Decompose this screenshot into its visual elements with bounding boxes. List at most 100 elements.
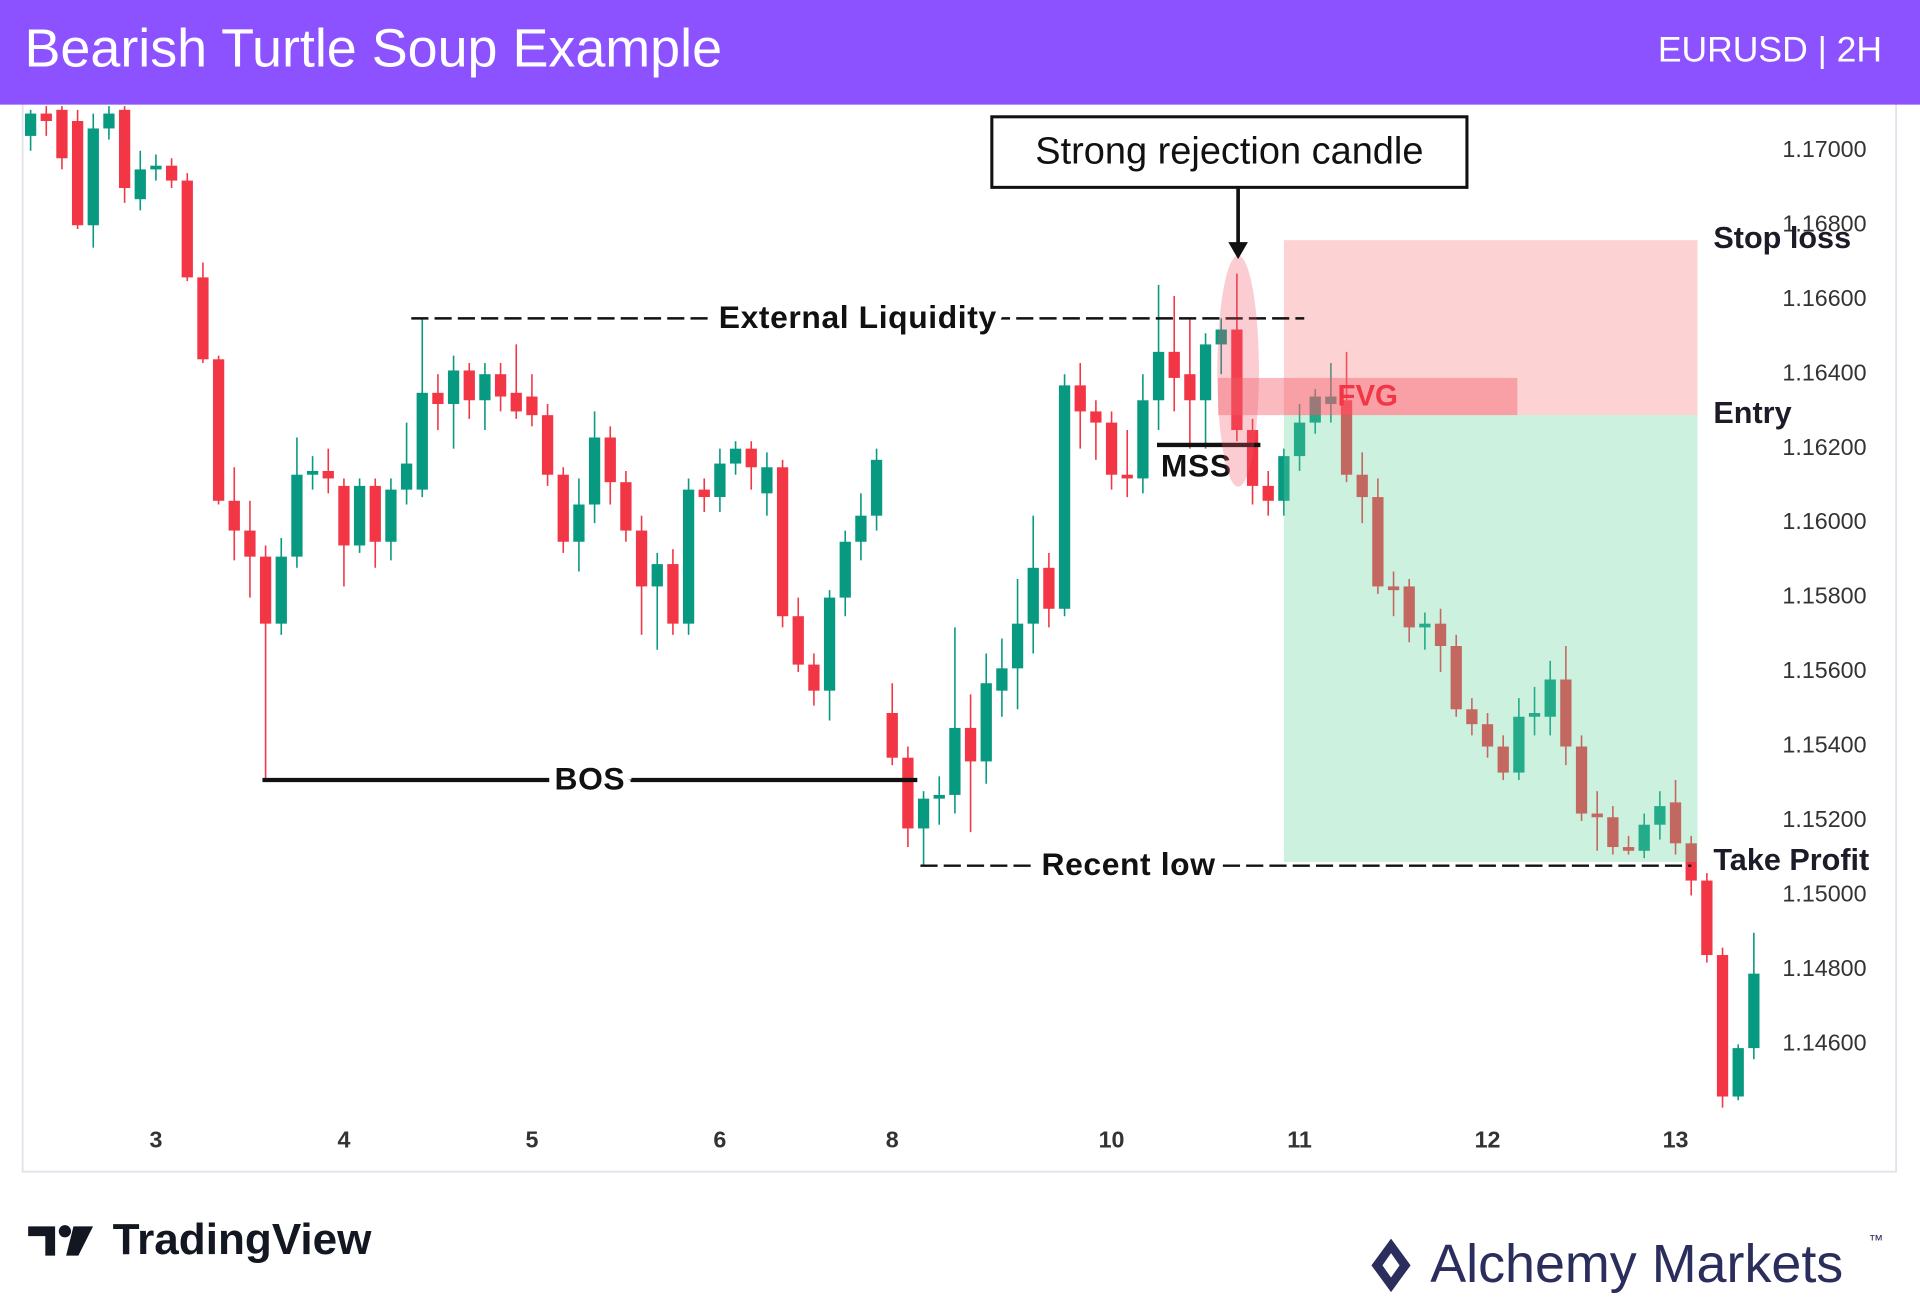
candle-body <box>761 467 773 494</box>
candle-body <box>40 113 52 122</box>
candle-body <box>1215 329 1227 345</box>
logo-mark <box>66 1226 94 1256</box>
candle-body <box>1419 623 1431 628</box>
candle-body <box>1513 716 1525 773</box>
candle-body <box>604 437 616 483</box>
candle-body <box>1325 396 1337 404</box>
x-tick-label: 8 <box>886 1126 899 1152</box>
header-bar <box>0 0 1920 105</box>
y-tick-label: 1.15200 <box>1782 806 1866 832</box>
candle-body <box>479 374 491 401</box>
candle-body <box>651 564 663 587</box>
candle-body <box>87 128 99 226</box>
candle-body <box>729 448 742 464</box>
logo-mark <box>28 1226 56 1256</box>
candle-body <box>134 169 146 200</box>
y-tick-label: 1.16600 <box>1782 285 1866 311</box>
candle-body <box>1199 344 1212 401</box>
candle-body <box>416 392 428 490</box>
candle-body <box>353 485 366 546</box>
y-tick-label: 1.15800 <box>1782 583 1866 609</box>
candle-body <box>510 392 522 412</box>
candle-body <box>996 668 1008 691</box>
y-tick-label: 1.14600 <box>1782 1030 1866 1056</box>
candle-body <box>1716 955 1729 1097</box>
candle-body <box>1403 586 1415 628</box>
candle-body <box>1685 843 1697 881</box>
candle-body <box>1074 385 1086 412</box>
header-title: Bearish Turtle Soup Example <box>24 19 722 79</box>
y-tick-label: 1.16000 <box>1782 508 1866 534</box>
logo-mark <box>58 1225 72 1238</box>
fvg-label: FVG <box>1338 380 1398 413</box>
candle-body <box>1184 374 1196 401</box>
candle-body <box>1011 623 1024 669</box>
candle-body <box>1638 824 1650 851</box>
candle-body <box>1168 351 1180 378</box>
alchemy-logo: Alchemy Markets ™ <box>1371 1233 1883 1294</box>
candle-body <box>870 459 883 516</box>
candle-body <box>541 415 554 475</box>
candle-body <box>1622 847 1635 851</box>
candle-body <box>447 370 460 404</box>
candle-body <box>275 556 287 624</box>
x-tick-label: 13 <box>1663 1126 1689 1152</box>
candle-body <box>291 474 303 557</box>
y-tick-label: 1.16800 <box>1782 210 1866 236</box>
candle-body <box>635 530 648 587</box>
y-tick-label: 1.17000 <box>1782 136 1866 162</box>
candle-body <box>165 165 178 181</box>
trade-label: Stop loss <box>1713 221 1851 255</box>
candle-body <box>823 597 836 691</box>
trademark: ™ <box>1869 1233 1884 1249</box>
candle-body <box>1748 973 1760 1049</box>
candle-body <box>1497 746 1509 773</box>
candle-body <box>588 437 601 505</box>
candle-body <box>698 489 710 498</box>
candle-body <box>1528 713 1541 717</box>
y-tick-label: 1.16200 <box>1782 434 1866 460</box>
take-profit-zone <box>1283 415 1698 862</box>
y-tick-label: 1.16400 <box>1782 359 1866 385</box>
candle-body <box>1669 802 1682 844</box>
rejection-highlight <box>1217 255 1259 487</box>
level-label: External Liquidity <box>719 299 997 335</box>
candle-body <box>463 370 475 401</box>
candle-body <box>1387 586 1400 591</box>
candle-body <box>1560 679 1572 747</box>
candle-body <box>1481 724 1494 747</box>
candle-body <box>338 485 350 546</box>
candle-body <box>24 113 37 136</box>
candle-body <box>886 713 898 758</box>
x-tick-label: 4 <box>337 1126 350 1152</box>
trade-label: Entry <box>1713 396 1791 430</box>
y-tick-label: 1.15400 <box>1782 732 1866 758</box>
y-tick-label: 1.15600 <box>1782 657 1866 683</box>
x-tick-label: 3 <box>149 1126 162 1152</box>
candle-body <box>1607 817 1619 848</box>
candle-body <box>1293 422 1306 457</box>
candle-body <box>385 489 397 542</box>
candle-body <box>1575 746 1588 814</box>
callout-arrowhead <box>1228 242 1248 260</box>
candle-body <box>1372 497 1384 587</box>
candle-body <box>917 798 930 829</box>
candle-body <box>902 757 914 829</box>
candle-body <box>1246 430 1259 486</box>
candle-body <box>71 121 84 226</box>
candle-body <box>244 530 256 557</box>
candle-body <box>1278 456 1290 501</box>
y-tick-label: 1.14800 <box>1782 955 1866 981</box>
candle-body <box>949 727 961 795</box>
candle-body <box>1591 813 1603 818</box>
candle-body <box>682 489 695 624</box>
annotations: 1.17000 1.16800 1.16600 1.16400 1.16200 1.160… <box>149 115 1869 1152</box>
candle-body <box>306 471 319 475</box>
candle-body <box>526 396 538 416</box>
candle-body <box>432 392 444 404</box>
candle-body <box>1654 806 1666 825</box>
x-tick-label: 11 <box>1287 1126 1312 1152</box>
candle-body <box>714 463 726 498</box>
candle-body <box>557 474 569 542</box>
